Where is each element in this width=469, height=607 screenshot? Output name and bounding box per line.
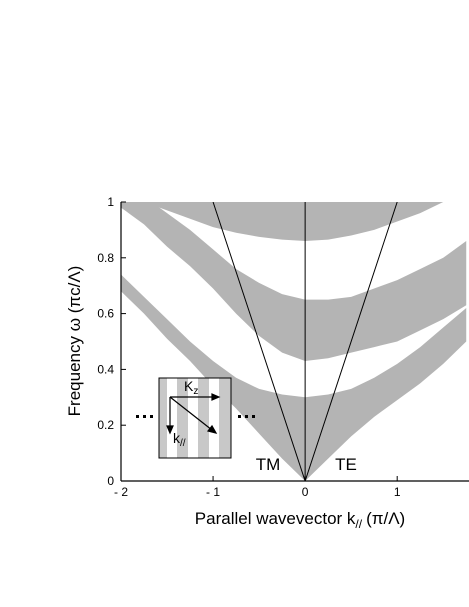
x-label-text: Parallel wavevector k: [195, 509, 356, 528]
dot: [252, 415, 255, 418]
band: [121, 274, 467, 481]
light-line: [212, 202, 306, 481]
arrow-head: [166, 425, 174, 435]
inset-label-text: K: [184, 378, 194, 394]
bands: [121, 202, 467, 481]
annotation: TM: [256, 455, 281, 474]
inset-label-sub: //: [180, 438, 186, 449]
y-axis-label: Frequency ω (πc/Λ): [65, 266, 84, 417]
y-tick-label: 1: [107, 195, 114, 209]
dot: [245, 415, 248, 418]
x-label-sub: //: [355, 517, 362, 531]
x-label-unit: (π/Λ): [366, 509, 405, 528]
y-tick-label: 0.4: [97, 362, 114, 376]
x-tick-label: - 2: [114, 485, 128, 499]
annotation: TE: [335, 455, 357, 474]
light-lines: [212, 202, 398, 481]
inset-label: k//: [173, 430, 186, 449]
x-axis-label: Parallel wavevector k// (π/Λ): [195, 509, 405, 531]
x-tick-label: 1: [394, 485, 401, 499]
inset: Kz k//: [136, 377, 255, 459]
arrow-head: [206, 424, 218, 434]
dot: [238, 415, 241, 418]
arrow: [169, 396, 213, 431]
x-tick-label: - 1: [206, 485, 220, 499]
inset-stripe: [209, 378, 219, 458]
y-tick-label: 0: [107, 474, 114, 488]
x-tick-label: 0: [302, 485, 309, 499]
inset-frame: [158, 377, 232, 459]
dot: [136, 415, 139, 418]
band: [144, 202, 444, 242]
y-tick-label: 0.6: [97, 307, 114, 321]
inset-stripe: [188, 378, 198, 458]
inset-label-text: k: [173, 430, 181, 446]
inset-label: Kz: [184, 378, 198, 397]
y-tick-label: 0.8: [97, 251, 114, 265]
inset-stripe: [167, 378, 177, 458]
inset-label-sub: z: [193, 386, 198, 397]
arrow-head: [211, 393, 221, 401]
band: [121, 202, 467, 362]
axes: 0 0.2 0.4 0.6 0.8 1 - 2 - 1 0 1: [97, 195, 469, 499]
dot: [143, 415, 146, 418]
y-tick-label: 0.2: [97, 418, 114, 432]
dot: [150, 415, 153, 418]
light-line: [304, 202, 398, 481]
